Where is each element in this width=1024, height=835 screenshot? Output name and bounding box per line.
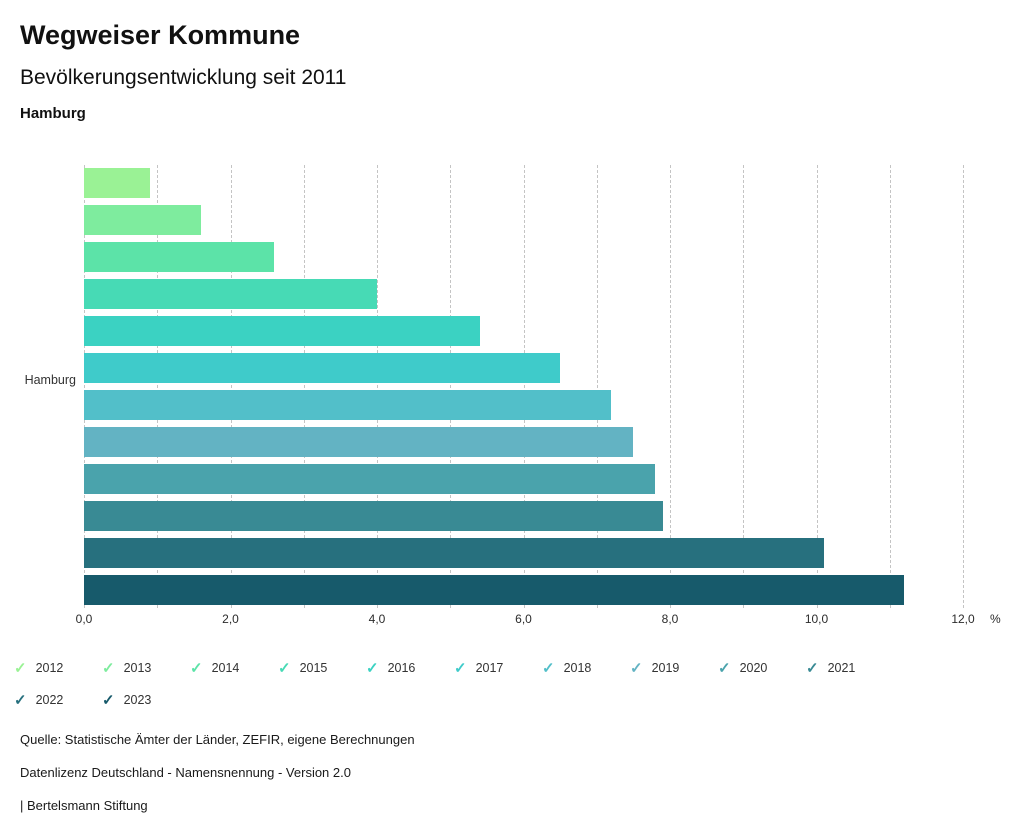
legend-item-2023[interactable]: ✓ 2023	[102, 684, 190, 716]
legend-item-2015[interactable]: ✓ 2015	[278, 652, 366, 684]
gridline	[816, 165, 818, 608]
legend-year-label: 2013	[123, 661, 152, 675]
bar-2016[interactable]	[84, 316, 480, 347]
gridline	[523, 165, 525, 608]
check-icon: ✓	[14, 691, 27, 709]
gridline	[303, 165, 305, 608]
legend-item-2018[interactable]: ✓ 2018	[542, 652, 630, 684]
page-title: Wegweiser Kommune	[20, 20, 301, 50]
x-axis-unit-label: %	[990, 612, 1001, 626]
bar-2012[interactable]	[84, 168, 150, 199]
legend-year-label: 2022	[35, 693, 64, 707]
region-label: Hamburg	[20, 105, 86, 122]
legend-item-2012[interactable]: ✓ 2012	[14, 652, 102, 684]
gridline	[450, 165, 452, 608]
x-tick-label: 8,0	[661, 612, 679, 626]
check-icon: ✓	[190, 659, 203, 677]
legend-year-label: 2015	[299, 661, 328, 675]
legend-year-label: 2016	[387, 661, 416, 675]
check-icon: ✓	[454, 659, 467, 677]
gridline	[596, 165, 598, 608]
legend-year-label: 2019	[651, 661, 680, 675]
legend-year-label: 2018	[563, 661, 592, 675]
gridline	[157, 165, 159, 608]
gridline	[889, 165, 891, 608]
legend: ✓ 2012 ✓ 2013 ✓ 2014 ✓ 2015 ✓ 2016 ✓ 2017 ✓ 2018 ✓ 2019…	[14, 652, 924, 716]
gridline	[743, 165, 745, 608]
bar-2020[interactable]	[84, 463, 656, 494]
gridline	[670, 165, 671, 608]
gridline	[230, 165, 232, 608]
x-tick-label: 10,0	[804, 612, 829, 626]
legend-item-2021[interactable]: ✓ 2021	[806, 652, 894, 684]
check-icon: ✓	[542, 659, 555, 677]
check-icon: ✓	[278, 659, 291, 677]
chart-subtitle: Bevölkerungsentwicklung seit 2011	[20, 66, 347, 89]
x-axis: 0,0 2,0 4,0 6,0 8,0 10,0 12,0%	[76, 612, 1024, 630]
license-note: Datenlizenz Deutschland - Namensnennung …	[20, 765, 351, 780]
check-icon: ✓	[718, 659, 731, 677]
bar-2013[interactable]	[84, 205, 202, 236]
check-icon: ✓	[630, 659, 643, 677]
legend-item-2020[interactable]: ✓ 2020	[718, 652, 806, 684]
source-note: Quelle: Statistische Ämter der Länder, Z…	[20, 732, 415, 747]
check-icon: ✓	[14, 659, 27, 677]
bar-2018[interactable]	[84, 389, 612, 420]
check-icon: ✓	[102, 691, 115, 709]
legend-year-label: 2012	[35, 661, 64, 675]
y-axis-category-label: Hamburg	[24, 373, 76, 387]
legend-item-2016[interactable]: ✓ 2016	[366, 652, 454, 684]
check-icon: ✓	[366, 659, 379, 677]
brand-note: | Bertelsmann Stiftung	[20, 798, 148, 813]
legend-year-label: 2023	[123, 693, 152, 707]
x-tick-label: 12,0	[951, 612, 975, 626]
legend-item-2013[interactable]: ✓ 2013	[102, 652, 190, 684]
legend-item-2022[interactable]: ✓ 2022	[14, 684, 102, 716]
check-icon: ✓	[806, 659, 819, 677]
footer: Quelle: Statistische Ämter der Länder, Z…	[20, 732, 415, 831]
legend-year-label: 2021	[827, 661, 856, 675]
x-tick-label: 0,0	[75, 612, 93, 626]
gridline	[84, 165, 85, 608]
plot-area	[84, 165, 964, 608]
bar-2015[interactable]	[84, 279, 377, 310]
bar-2021[interactable]	[84, 500, 663, 531]
x-tick-label: 4,0	[368, 612, 386, 626]
legend-item-2014[interactable]: ✓ 2014	[190, 652, 278, 684]
x-tick-label: 6,0	[515, 612, 532, 626]
legend-year-label: 2017	[475, 661, 504, 675]
gridline	[963, 165, 964, 608]
legend-year-label: 2014	[211, 661, 240, 675]
bar-2022[interactable]	[84, 537, 824, 568]
gridline	[377, 165, 378, 608]
bar-2019[interactable]	[84, 426, 634, 457]
legend-item-2019[interactable]: ✓ 2019	[630, 652, 718, 684]
legend-item-2017[interactable]: ✓ 2017	[454, 652, 542, 684]
x-tick-label: 2,0	[222, 612, 239, 626]
bar-2017[interactable]	[84, 353, 561, 384]
bar-2023[interactable]	[84, 574, 905, 605]
check-icon: ✓	[102, 659, 115, 677]
legend-year-label: 2020	[739, 661, 768, 675]
bar-2014[interactable]	[84, 242, 275, 273]
